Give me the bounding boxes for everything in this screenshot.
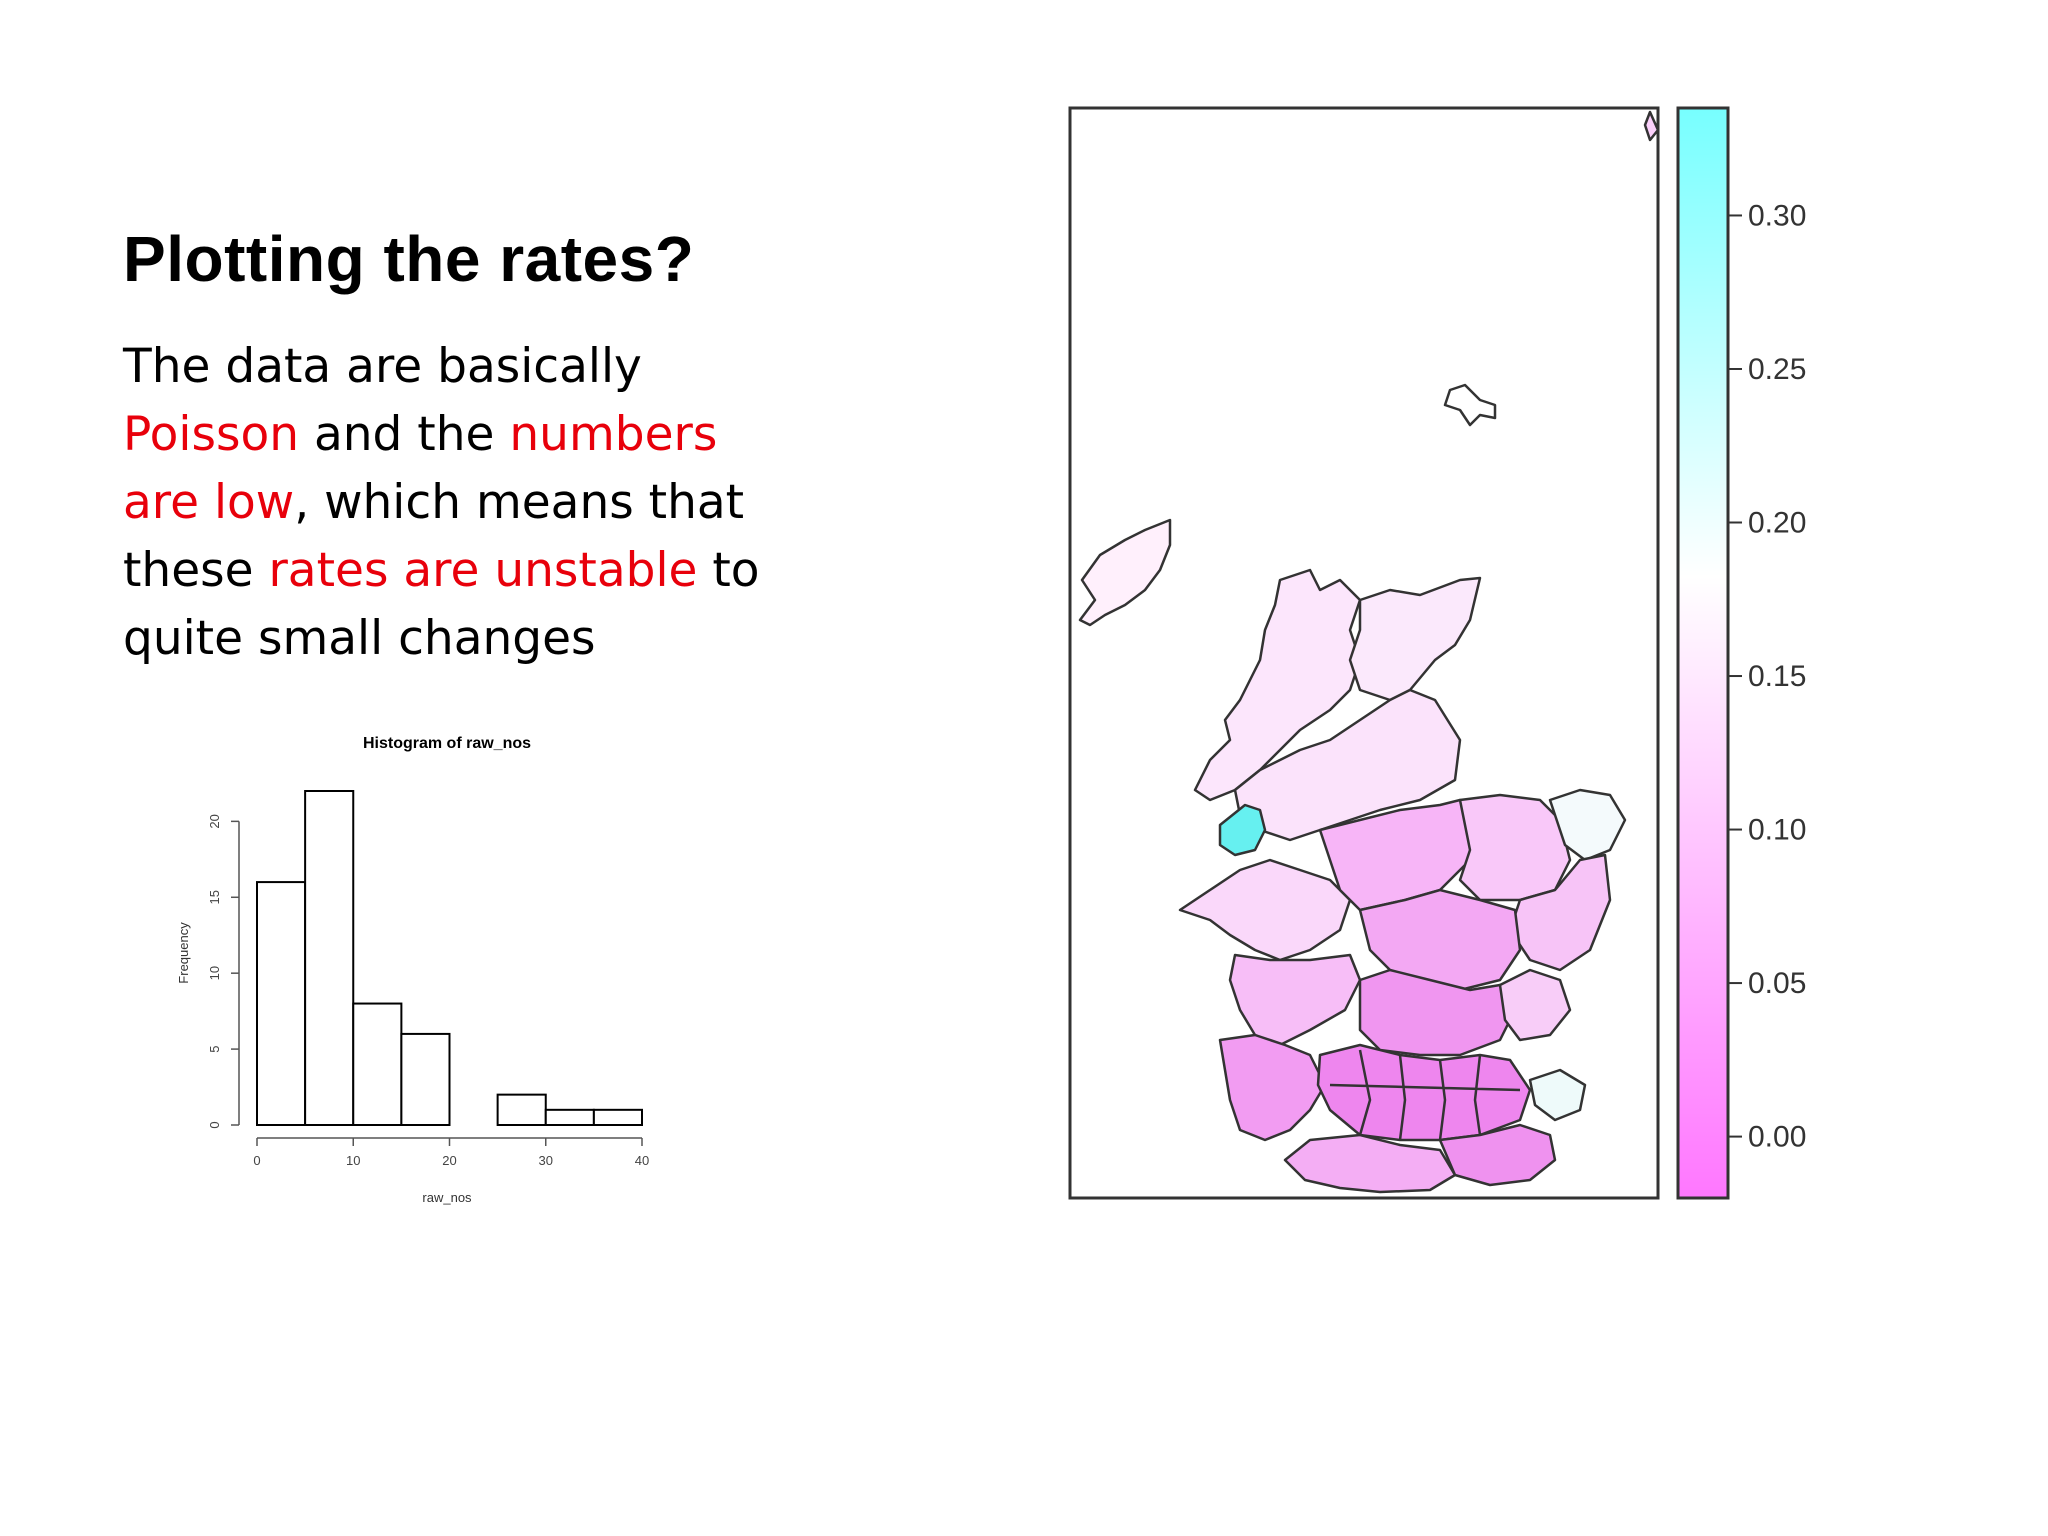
colorbar-tick-label: 0.30 — [1748, 199, 1806, 232]
histogram-y-tick-label: 10 — [207, 966, 222, 980]
emphasis-poisson: Poisson — [123, 407, 299, 462]
colorbar — [1676, 106, 1730, 1200]
colorbar-tick-label: 0.00 — [1748, 1121, 1806, 1154]
map-region — [1178, 858, 1352, 962]
map-region — [1358, 888, 1522, 992]
histogram-axes: 0 10 20 30 40 0 5 10 15 20 — [207, 814, 649, 1168]
colorbar-tick-label: 0.25 — [1748, 353, 1806, 386]
histogram-y-tick-label: 15 — [207, 890, 222, 904]
colorbar-tick-label: 0.20 — [1748, 507, 1806, 540]
map-region — [1528, 1068, 1587, 1122]
histogram-x-tick-label: 20 — [442, 1153, 456, 1168]
map-region — [1233, 688, 1462, 842]
histogram-x-tick-label: 30 — [539, 1153, 553, 1168]
colorbar-ticks: 0.00 0.05 0.10 0.15 0.20 0.25 0.30 — [1728, 199, 1806, 1154]
histogram-y-tick-label: 20 — [207, 814, 222, 828]
slide-body-text: The data are basically Poisson and the n… — [123, 333, 783, 673]
map-region — [1643, 110, 1660, 142]
slide-title: Plotting the rates? — [123, 223, 695, 295]
histogram-y-tick-label: 0 — [207, 1121, 222, 1128]
histogram-bar — [496, 1093, 547, 1126]
histogram-title: Histogram of raw_nos — [363, 735, 531, 752]
map-region — [1443, 383, 1497, 427]
histogram-x-tick-label: 40 — [635, 1153, 649, 1168]
histogram-bar — [256, 881, 307, 1126]
histogram-x-tick-label: 0 — [253, 1153, 260, 1168]
map-region — [1348, 576, 1482, 702]
map-region — [1218, 1033, 1327, 1142]
histogram-ylabel: Frequency — [176, 922, 191, 984]
histogram-bar — [304, 790, 355, 1126]
histogram-bar — [352, 1002, 403, 1126]
map-region — [1548, 788, 1627, 862]
histogram-bar — [592, 1108, 643, 1126]
emphasis-numbers-low: numbers are low — [123, 407, 718, 530]
map-region — [1316, 1043, 1532, 1142]
map-boundaries — [1329, 1049, 1521, 1141]
map-region — [1228, 953, 1362, 1047]
histogram-bars — [256, 790, 643, 1126]
map-region — [1218, 803, 1267, 857]
histogram-bar — [544, 1108, 595, 1126]
map-region — [1498, 968, 1572, 1042]
body-segment: , which means that these — [123, 475, 745, 598]
histogram-y-tick-label: 5 — [207, 1045, 222, 1052]
choropleth-map: 0.00 0.05 0.10 0.15 0.20 0.25 0.30 — [1068, 106, 1806, 1200]
map-region — [1078, 518, 1172, 627]
map-region — [1283, 1133, 1457, 1194]
colorbar-tick-label: 0.15 — [1748, 660, 1806, 693]
histogram-x-tick-label: 10 — [346, 1153, 360, 1168]
histogram-chart: Histogram of raw_nos raw_nos Frequency 0… — [176, 735, 649, 1205]
colorbar-tick-label: 0.05 — [1748, 967, 1806, 1000]
histogram-bar — [400, 1032, 451, 1126]
body-segment: to quite small changes — [123, 543, 760, 666]
map-region — [1438, 1123, 1557, 1187]
body-segment: The data are basically — [123, 339, 642, 394]
colorbar-tick-label: 0.10 — [1748, 814, 1806, 847]
body-segment: and the — [299, 407, 510, 462]
histogram-xlabel: raw_nos — [422, 1190, 472, 1205]
emphasis-rates-unstable: rates are unstable — [268, 543, 698, 598]
map-regions — [1078, 110, 1660, 1194]
